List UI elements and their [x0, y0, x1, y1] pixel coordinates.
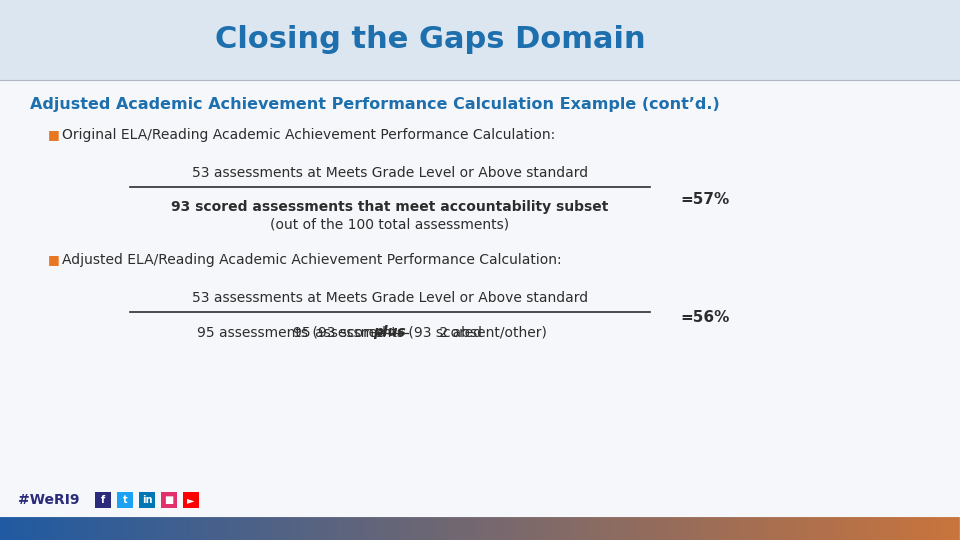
- Text: Original ELA/Reading Academic Achievement Performance Calculation:: Original ELA/Reading Academic Achievemen…: [62, 128, 555, 142]
- Text: #WeRI9: #WeRI9: [18, 493, 80, 507]
- Text: ■: ■: [164, 495, 174, 505]
- Text: f: f: [101, 495, 106, 505]
- FancyBboxPatch shape: [139, 492, 155, 508]
- Text: Closing the Gaps Domain: Closing the Gaps Domain: [215, 25, 645, 55]
- Text: 93 scored assessments that meet accountability subset: 93 scored assessments that meet accounta…: [171, 200, 609, 214]
- FancyBboxPatch shape: [183, 492, 199, 508]
- FancyBboxPatch shape: [95, 492, 111, 508]
- Text: (out of the 100 total assessments): (out of the 100 total assessments): [271, 218, 510, 232]
- Text: 95 assessments (93 scored: 95 assessments (93 scored: [294, 325, 487, 339]
- Text: =57%: =57%: [680, 192, 730, 207]
- Text: 53 assessments at Meets Grade Level or Above standard: 53 assessments at Meets Grade Level or A…: [192, 291, 588, 305]
- Text: in: in: [142, 495, 153, 505]
- Text: ■: ■: [48, 253, 60, 267]
- Text: ■: ■: [48, 129, 60, 141]
- FancyBboxPatch shape: [0, 0, 960, 80]
- Text: 95 assessments (93 scored: 95 assessments (93 scored: [197, 325, 390, 339]
- Text: plus: plus: [373, 325, 406, 339]
- Text: ►: ►: [187, 495, 195, 505]
- Text: =56%: =56%: [680, 310, 730, 326]
- FancyBboxPatch shape: [117, 492, 133, 508]
- Text: 53 assessments at Meets Grade Level or Above standard: 53 assessments at Meets Grade Level or A…: [192, 166, 588, 180]
- FancyBboxPatch shape: [161, 492, 177, 508]
- Text: Adjusted ELA/Reading Academic Achievement Performance Calculation:: Adjusted ELA/Reading Academic Achievemen…: [62, 253, 562, 267]
- Text: 2 absent/other): 2 absent/other): [435, 325, 547, 339]
- Text: Adjusted Academic Achievement Performance Calculation Example (cont’d.): Adjusted Academic Achievement Performanc…: [30, 98, 720, 112]
- Text: t: t: [123, 495, 128, 505]
